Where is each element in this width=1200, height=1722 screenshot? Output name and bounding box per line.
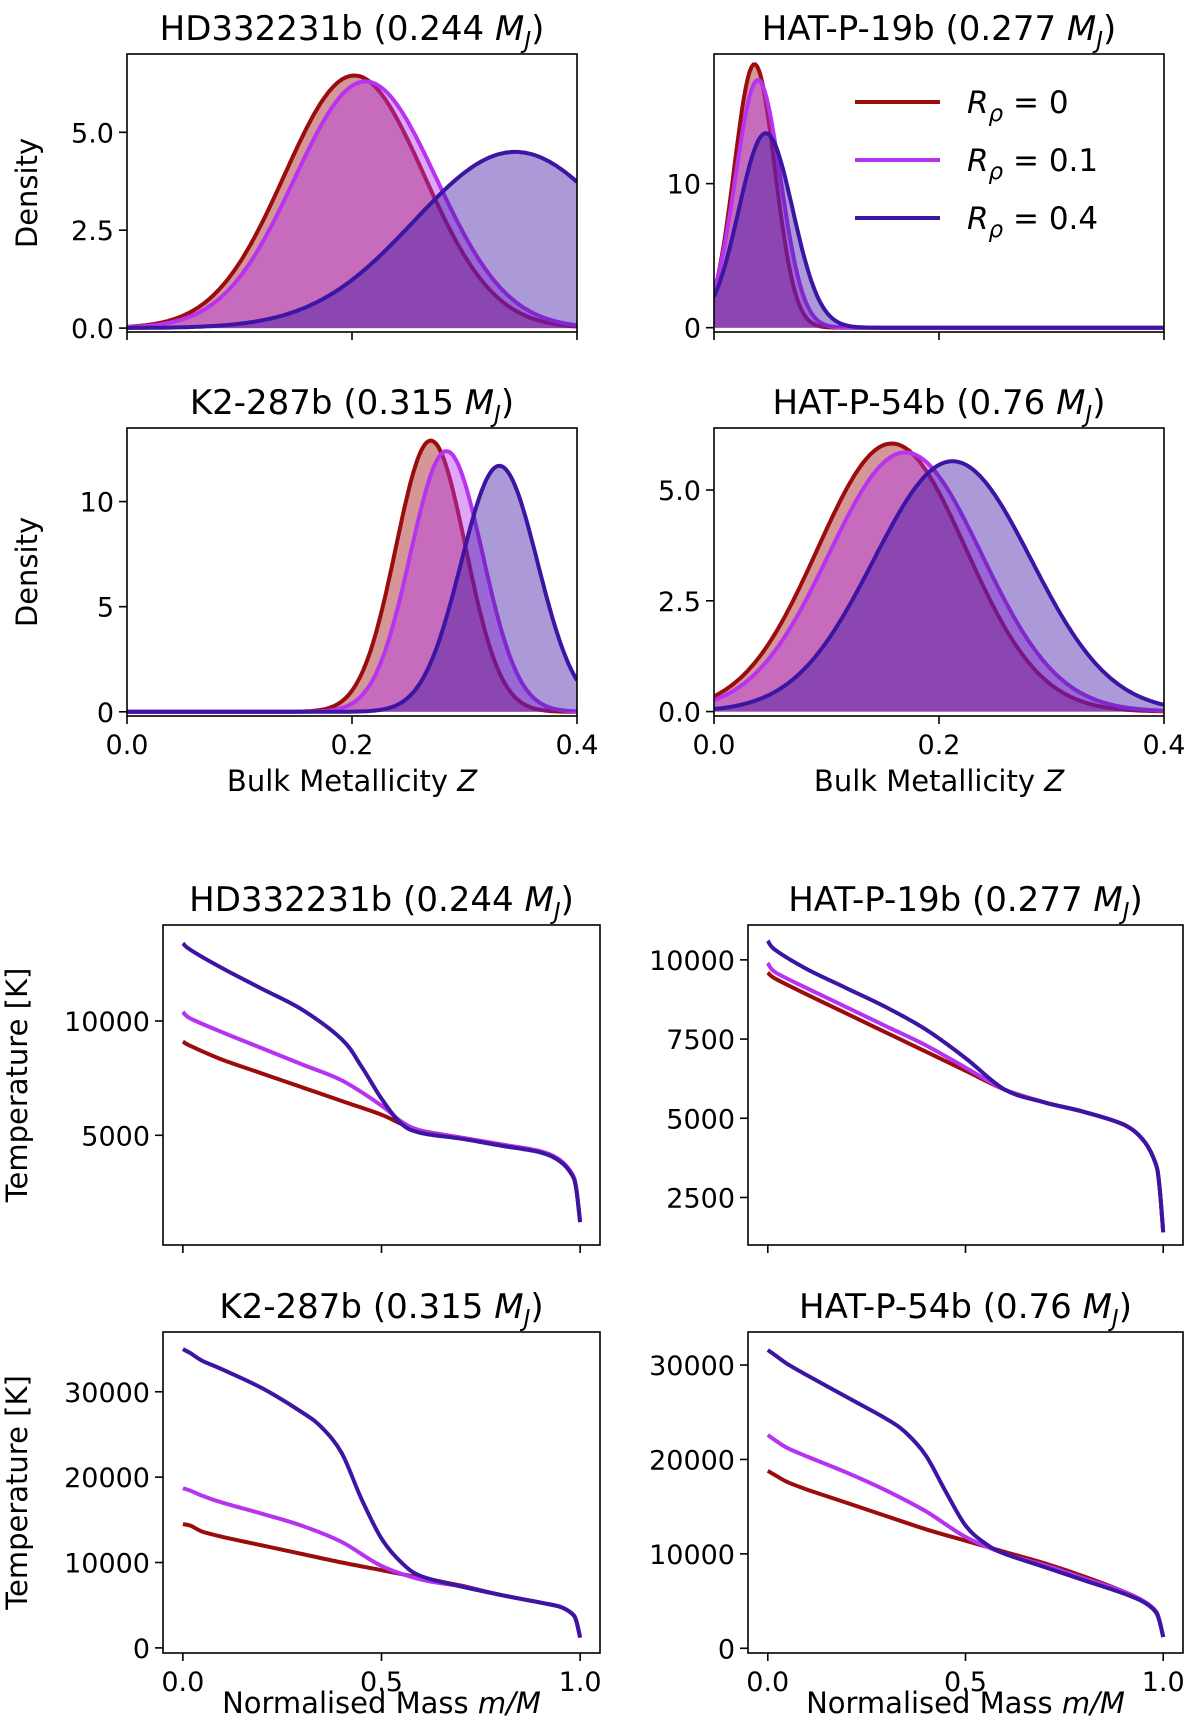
y-tick-label: 20000 [649, 1445, 735, 1476]
density-line-r04 [714, 459, 1164, 711]
temperature-line-r04 [766, 939, 1166, 1233]
x-tick-label: 0.5 [944, 1667, 987, 1698]
y-tick-label: 5000 [81, 1121, 150, 1152]
x-tick-label: 1.0 [1142, 1667, 1185, 1698]
temperature-line-r01 [182, 1486, 583, 1639]
y-axis-label: Temperature [K] [0, 1375, 34, 1611]
panel-title: HD332231b (0.244 MJ) [160, 9, 545, 54]
density-line-r04 [714, 131, 1164, 330]
density-line-r0 [714, 441, 1164, 714]
density-fill-r01 [127, 81, 577, 329]
x-tick-label: 0.2 [918, 730, 961, 761]
y-tick-label: 10000 [64, 1549, 150, 1580]
x-tick-label: 0.2 [331, 730, 374, 761]
temperature-line-r04 [766, 1348, 1166, 1638]
temperature-line-r04 [181, 1347, 583, 1639]
density-fill-r01 [714, 452, 1164, 712]
y-tick-label: 2.5 [658, 587, 701, 618]
temperature-line-r01 [766, 1433, 1166, 1638]
density-fill-r0 [714, 64, 1164, 328]
density-line-r04 [127, 149, 577, 330]
x-axis-label: Bulk Metallicity Z [227, 764, 478, 798]
axes-frame [162, 1331, 601, 1654]
y-tick-label: 0 [97, 698, 114, 729]
x-tick-label: 0.0 [106, 730, 149, 761]
y-tick-label: 10000 [649, 946, 735, 977]
y-tick-label: 0 [133, 1634, 150, 1665]
y-tick-label: 7500 [666, 1025, 735, 1056]
y-axis-label: Density [10, 517, 44, 627]
panel-title: HD332231b (0.244 MJ) [189, 880, 574, 925]
x-tick-label: 0.0 [746, 1667, 789, 1698]
density-fill-r04 [714, 133, 1164, 328]
density-line-r0 [127, 73, 577, 329]
panel-title: HAT-P-19b (0.277 MJ) [788, 880, 1143, 925]
temperature-line-r0 [181, 1039, 583, 1223]
density-line-r04 [127, 463, 577, 714]
density-line-r01 [714, 450, 1164, 713]
y-tick-label: 5.0 [658, 476, 701, 507]
legend-label: Rρ = 0 [967, 85, 1069, 127]
panel-title: HAT-P-54b (0.76 MJ) [773, 383, 1106, 428]
y-tick-label: 2.5 [71, 216, 114, 247]
y-tick-label: 10000 [64, 1007, 150, 1038]
panel-title: K2-287b (0.315 MJ) [219, 1287, 543, 1332]
y-tick-label: 5.0 [71, 118, 114, 149]
density-fill-r04 [714, 461, 1164, 712]
y-tick-label: 10000 [649, 1540, 735, 1571]
x-tick-label: 1.0 [559, 1667, 602, 1698]
y-tick-label: 30000 [649, 1351, 735, 1382]
y-tick-label: 0 [718, 1634, 735, 1665]
y-tick-label: 2500 [666, 1183, 735, 1214]
x-axis-label: Normalised Mass m/M [806, 1686, 1125, 1720]
panel-title: HAT-P-54b (0.76 MJ) [799, 1287, 1132, 1332]
density-line-r01 [127, 79, 577, 330]
density-fill-r0 [127, 440, 577, 712]
temperature-line-r01 [181, 1010, 583, 1223]
x-tick-label: 0.4 [1143, 730, 1186, 761]
temperature-line-r0 [766, 1469, 1166, 1638]
legend-label: Rρ = 0.1 [967, 143, 1098, 185]
y-tick-label: 10 [80, 488, 114, 519]
density-fill-r01 [127, 451, 577, 712]
y-tick-label: 10 [667, 170, 701, 201]
temperature-line-r04 [181, 941, 583, 1223]
x-tick-label: 0.0 [693, 730, 736, 761]
y-tick-label: 0.0 [71, 314, 114, 345]
y-tick-label: 0 [684, 314, 701, 345]
density-fill-r01 [714, 80, 1164, 328]
x-tick-label: 0.5 [360, 1667, 403, 1698]
y-tick-label: 0.0 [658, 698, 701, 729]
y-axis-label: Density [10, 138, 44, 248]
legend-label: Rρ = 0.4 [967, 201, 1098, 243]
x-tick-label: 0.4 [556, 730, 599, 761]
y-tick-label: 20000 [64, 1463, 150, 1494]
temperature-line-r0 [766, 970, 1166, 1233]
y-tick-label: 30000 [64, 1378, 150, 1409]
y-axis-label: Temperature [K] [0, 968, 34, 1204]
density-fill-r04 [127, 151, 577, 329]
y-tick-label: 5 [97, 593, 114, 624]
panel-title: K2-287b (0.315 MJ) [190, 383, 514, 428]
x-axis-label: Bulk Metallicity Z [814, 764, 1065, 798]
x-axis-label: Normalised Mass m/M [222, 1686, 541, 1720]
x-tick-label: 0.0 [161, 1667, 204, 1698]
panel-title: HAT-P-19b (0.277 MJ) [762, 9, 1117, 54]
density-fill-r04 [127, 465, 577, 712]
y-tick-label: 5000 [666, 1104, 735, 1135]
